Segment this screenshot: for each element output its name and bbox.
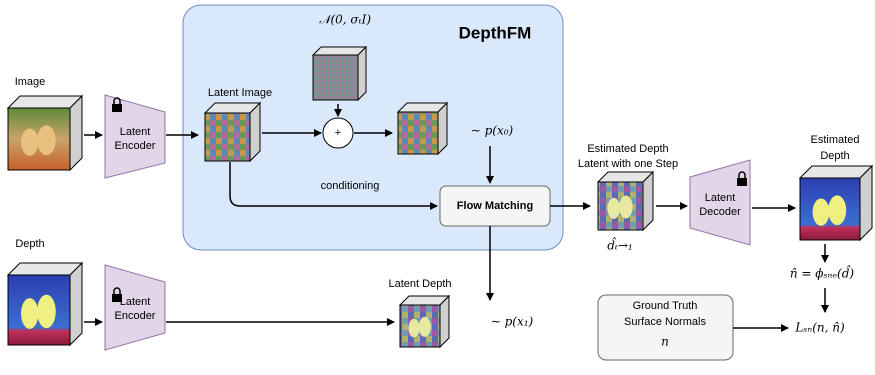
figure [828, 195, 846, 225]
ground-truth-label: Ground Truth [633, 300, 698, 312]
cube-face [313, 55, 358, 100]
figure [37, 295, 56, 329]
latent-depth-label: Latent Depth [389, 278, 452, 290]
cube [313, 47, 366, 100]
normal-equation: n̂ = ϕₛₙₑ(d̂) [790, 264, 855, 281]
latent-image-label: Latent Image [208, 87, 272, 99]
encoder-label: Latent [120, 296, 151, 308]
figure [37, 125, 56, 155]
encoder: Latent Encoder [105, 265, 165, 350]
title: DepthFM [459, 23, 532, 42]
encoder-label: Latent [120, 126, 151, 138]
cube-side [643, 172, 653, 230]
depth-label: Depth [15, 238, 44, 250]
prior-label: ∼ p(x₀) [471, 124, 514, 138]
noise-label: 𝒩(0, σₜI) [319, 13, 371, 27]
cube [398, 103, 447, 154]
diagram: DepthFM 𝒩(0, σₜI) Image Depth Latent Enc… [0, 0, 875, 375]
encoder-label: Encoder [115, 310, 156, 322]
estimated-depth-label: Estimated [811, 134, 860, 146]
figure [408, 319, 419, 337]
cube-side [860, 166, 872, 240]
lock-body [737, 178, 747, 186]
estimated-latent-label: Estimated Depth [587, 143, 668, 155]
flow-matching-label: Flow Matching [457, 200, 533, 212]
figure [21, 298, 38, 329]
ground-truth-label: Surface Normals [624, 316, 706, 328]
cube-face [398, 112, 438, 154]
estimated-latent-symbol: d̂ₜ→₁ [607, 236, 633, 253]
cube-side [250, 103, 260, 161]
encoder-label: Encoder [115, 140, 156, 152]
loss-label: Lₛₙ(n, n̂) [794, 321, 845, 335]
cube-face [205, 113, 250, 161]
figure [21, 128, 38, 155]
estimated-latent-label: Latent with one Step [578, 158, 678, 170]
cube-side [438, 103, 447, 154]
decoder-label: Latent [705, 192, 736, 204]
cube-side [70, 96, 82, 170]
plus: + [335, 127, 341, 139]
cube [205, 103, 260, 161]
cube-side [440, 296, 449, 347]
lock-body [112, 104, 122, 112]
ground-truth-symbol: n [661, 335, 669, 349]
image-label: Image [15, 76, 46, 88]
decoder-label: Decoder [699, 206, 741, 218]
figure [813, 198, 830, 225]
lock-body [112, 294, 122, 302]
estimated-depth-label: Depth [820, 150, 849, 162]
cube-side [358, 47, 366, 100]
figure [607, 198, 620, 219]
cube-side [70, 263, 82, 345]
conditioning-label: conditioning [321, 180, 380, 192]
figure [419, 317, 431, 337]
cube-top [8, 96, 82, 108]
target-label: ∼ p(x₁) [491, 315, 534, 329]
cube-top [313, 47, 366, 55]
cube-top [8, 263, 82, 275]
figure [619, 195, 633, 218]
